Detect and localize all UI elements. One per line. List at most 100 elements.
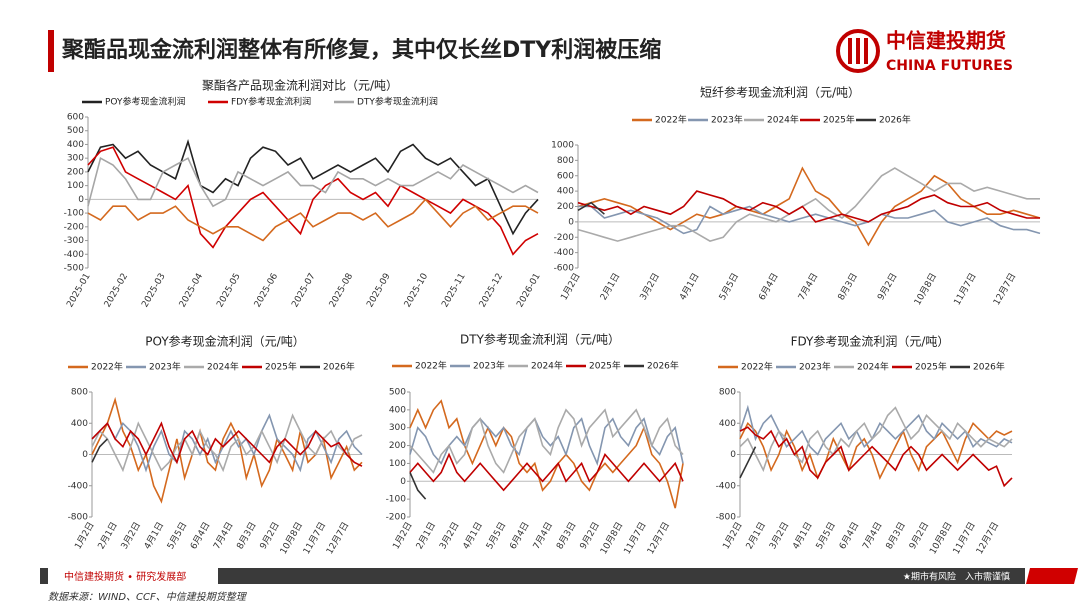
y-tick-label: 200 [557,202,574,212]
y-tick-label: -100 [386,495,407,505]
x-tick-label: 2025-07 [290,272,317,310]
logo-mark [864,38,868,64]
chart: FDY参考现金流利润（元/吨） -800 -400 0 400 800 1月2日 2月1日 3月… [716,334,1013,556]
x-tick-label: 2025-03 [140,272,167,310]
y-tick-label: -200 [386,513,407,523]
chart: 聚酯各产品现金流利润对比（元/吨） -500 -400 -300 -200 -100 0 10… [64,78,543,310]
y-tick-label: 600 [67,113,84,123]
y-tick-label: -200 [554,233,575,243]
y-tick-label: -400 [554,248,575,258]
x-tick-label: 8月3日 [554,520,578,551]
x-tick-label: 1月2日 [721,520,745,551]
x-tick-label: 2月1日 [598,271,622,302]
legend-label: 2026年 [647,360,679,372]
x-tick-label: 9月2日 [578,520,602,551]
x-tick-label: 7月4日 [796,271,820,302]
x-tick-label: 7月4日 [531,520,555,551]
series-line [577,167,1040,242]
chart-title: 聚酯各产品现金流利润对比（元/吨） [202,78,398,93]
x-tick-label: 4月1日 [677,271,701,302]
x-tick-label: 9月2日 [907,520,931,551]
footer-accent [1026,568,1078,584]
legend-label: 2024年 [767,114,799,126]
legend-label: 2025年 [915,361,947,373]
y-tick-label: 800 [557,156,574,166]
x-tick-label: 12月7日 [974,520,1001,556]
y-tick-label: 0 [78,195,84,205]
legend-label: 2022年 [415,360,447,372]
legend-label: 2022年 [91,361,123,373]
x-tick-label: 3月2日 [638,271,662,302]
logo-mark [856,38,860,64]
x-tick-label: 7月4日 [860,520,884,551]
logo-mark [848,38,852,64]
legend-label: 2023年 [799,361,831,373]
legend-label: FDY参考现金流利润 [231,96,311,108]
x-tick-label: 10月8日 [912,271,939,307]
x-tick-label: 4月1日 [461,520,485,551]
y-tick-label: 100 [67,181,84,191]
x-tick-label: 11月7日 [951,520,978,556]
x-tick-label: 2025-01 [65,272,92,310]
series-line [409,417,684,466]
x-tick-label: 2月1日 [744,520,768,551]
x-tick-label: 5月5日 [814,520,838,551]
legend-label: 2026年 [973,361,1005,373]
legend-label: 2024年 [531,360,563,372]
logo-cn: 中信建投期货 [886,29,1006,53]
chart-title: DTY参考现金流利润（元/吨） [460,332,620,347]
legend-label: 2026年 [323,361,355,373]
y-tick-label: 0 [568,217,574,227]
x-tick-label: 7月4日 [211,520,235,551]
x-tick-label: 1月2日 [73,520,97,551]
footer-dept: 中信建投期货 • 研究发展部 [64,570,186,583]
y-tick-label: 800 [719,388,736,398]
y-tick-label: -300 [64,236,85,246]
y-tick-label: -400 [68,481,89,491]
x-tick-label: 1月2日 [391,520,415,551]
y-tick-label: 300 [67,154,84,164]
legend-label: 2022年 [655,114,687,126]
y-tick-label: -200 [64,222,85,232]
legend-label: 2025年 [589,360,621,372]
series-line [87,198,539,242]
y-tick-label: 200 [67,167,84,177]
x-tick-label: 5月5日 [165,520,189,551]
x-tick-label: 2025-06 [253,272,281,310]
footer-source: 数据来源：WIND、CCF、中信建投期货整理 [48,591,248,603]
x-tick-label: 2025-11 [440,272,467,310]
series-line [739,404,1013,456]
legend-label: 2022年 [741,361,773,373]
series-line [577,166,1041,247]
y-tick-label: 0 [82,450,88,460]
x-tick-label: 6月4日 [757,271,781,302]
y-tick-label: 500 [67,126,84,136]
series-line [577,190,1040,223]
y-tick-label: 400 [557,187,574,197]
x-tick-label: 9月2日 [258,520,282,551]
x-tick-label: 6月4日 [508,520,532,551]
y-tick-label: 600 [557,171,574,181]
y-tick-label: 500 [389,388,406,398]
x-tick-label: 8月3日 [836,271,860,302]
footer-risk: ★期市有风险 入市需谨慎 [903,571,1010,583]
chart: POY参考现金流利润（元/吨） -800 -400 0 400 800 1月2日 2月1日 3月… [68,334,363,556]
y-tick-label: 1000 [551,141,574,151]
x-tick-label: 2025-05 [215,272,242,310]
x-tick-label: 2025-04 [178,272,206,310]
x-tick-label: 5月5日 [717,271,741,302]
series-line [409,472,427,500]
series-line [91,396,363,504]
y-tick-label: 400 [71,419,88,429]
y-tick-label: 400 [67,140,84,150]
y-tick-label: 0 [400,477,406,487]
series-line [91,413,363,473]
chart-title: 短纤参考现金流利润（元/吨） [700,85,860,100]
y-tick-label: 400 [389,405,406,415]
legend-label: 2024年 [207,361,239,373]
y-tick-label: -800 [716,513,737,523]
x-tick-label: 10月8日 [598,520,625,556]
x-tick-label: 2025-08 [328,272,356,310]
x-tick-label: 4月1日 [790,520,814,551]
series-line [577,201,605,215]
